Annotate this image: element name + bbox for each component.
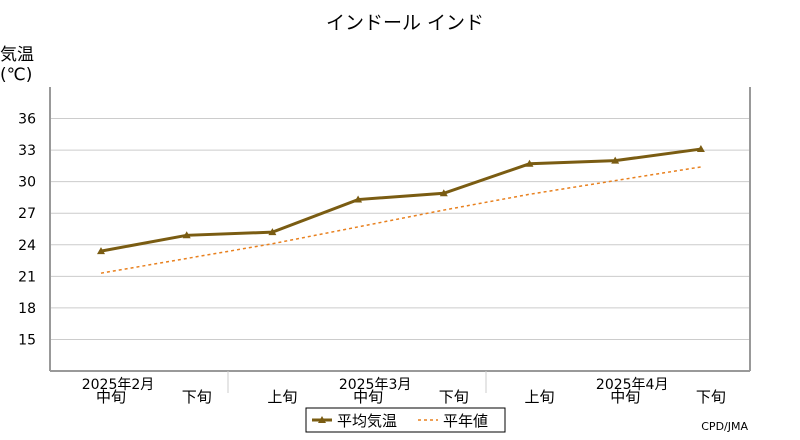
y-axis-unit: (℃) bbox=[0, 65, 32, 85]
y-tick-label: 30 bbox=[18, 175, 36, 191]
x-tick-label: 下旬 bbox=[696, 388, 726, 406]
y-axis-label: 気温 bbox=[0, 45, 34, 65]
chart-title: インドール インド bbox=[326, 12, 484, 34]
x-tick-label: 中旬 bbox=[96, 388, 126, 406]
legend-label-normal: 平年値 bbox=[443, 412, 488, 430]
data-point bbox=[97, 247, 105, 255]
data-point bbox=[611, 156, 620, 164]
x-tick-label: 上旬 bbox=[267, 388, 297, 406]
y-tick-label: 24 bbox=[18, 238, 36, 254]
y-tick-label: 33 bbox=[18, 143, 36, 159]
data-point bbox=[268, 228, 277, 236]
legend-marker-mean bbox=[318, 416, 326, 423]
y-tick-label: 18 bbox=[18, 301, 36, 317]
y-tick-label: 15 bbox=[18, 332, 36, 348]
legend-label-mean: 平均気温 bbox=[337, 412, 397, 430]
month-label: 2025年4月 bbox=[596, 377, 669, 393]
x-tick-label: 下旬 bbox=[439, 388, 469, 406]
x-tick-label: 下旬 bbox=[182, 388, 212, 406]
source-label: CPD/JMA bbox=[701, 420, 748, 433]
month-label: 2025年3月 bbox=[339, 377, 412, 393]
x-tick-label: 中旬 bbox=[610, 388, 640, 406]
y-tick-label: 36 bbox=[18, 112, 36, 128]
y-tick-label: 21 bbox=[18, 269, 36, 285]
series-line-0 bbox=[100, 147, 702, 253]
y-tick-label: 27 bbox=[18, 206, 36, 222]
x-tick-label: 中旬 bbox=[353, 388, 383, 406]
series-line-1 bbox=[100, 166, 702, 274]
data-point bbox=[439, 189, 448, 197]
data-point bbox=[525, 159, 534, 167]
data-point bbox=[696, 145, 705, 153]
data-point bbox=[354, 195, 363, 203]
month-label: 2025年2月 bbox=[82, 377, 155, 393]
data-point bbox=[182, 231, 191, 239]
legend-box bbox=[305, 407, 506, 433]
x-tick-label: 上旬 bbox=[524, 388, 554, 406]
